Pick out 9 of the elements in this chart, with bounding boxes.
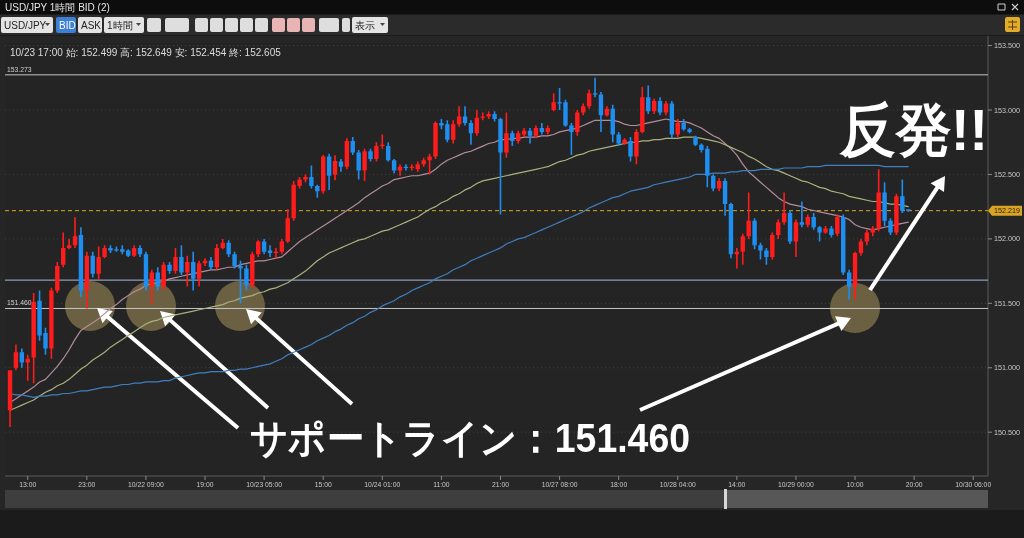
title: USD/JPY 1時間 BID (2): [5, 2, 110, 13]
annotation: サポートライン：151.460: [250, 416, 721, 460]
button: 1時間: [104, 17, 144, 33]
button: 表示: [352, 17, 388, 33]
subtitle: 10/23 17:00 始: 152.499 高: 152.649 安: 152.454 終: 152.605: [10, 47, 281, 58]
button: USD/JPY: [1, 17, 53, 33]
button: BID: [56, 17, 76, 33]
button: ASK: [78, 17, 102, 33]
annotation: 反発!!: [840, 97, 995, 162]
